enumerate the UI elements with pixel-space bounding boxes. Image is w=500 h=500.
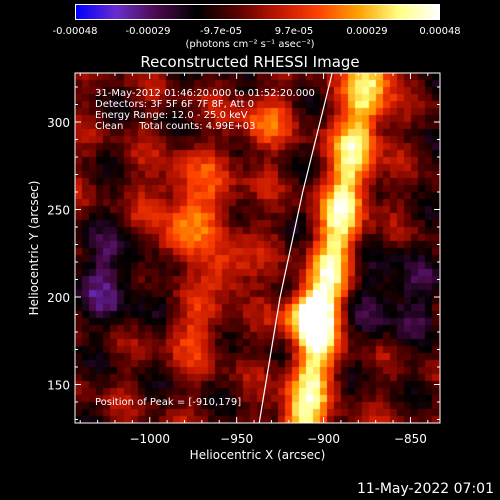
rhessi-heatmap — [75, 73, 440, 423]
date-stamp: 11-May-2022 07:01 — [356, 481, 494, 497]
colorbar-tick-label: -9.7e-05 — [200, 26, 242, 37]
y-tick-label: 300 — [47, 116, 70, 130]
x-tick-label: −850 — [394, 432, 427, 446]
peak-position-label: Position of Peak = [-910,179] — [95, 397, 242, 408]
x-axis-label: Heliocentric X (arcsec) — [189, 448, 326, 462]
x-tick-label: −1000 — [129, 432, 170, 446]
solar-limb-curve — [258, 72, 333, 424]
plot-border — [74, 72, 441, 424]
y-tick-label: 150 — [47, 379, 70, 393]
colorbar — [75, 4, 440, 20]
x-tick-label: −950 — [220, 432, 253, 446]
info-clean-counts: Clean Total counts: 4.99E+03 — [95, 121, 256, 132]
colorbar-tick-label: -0.00048 — [52, 26, 98, 37]
info-time-range: 31-May-2012 01:46:20.000 to 01:52:20.000 — [95, 88, 315, 99]
colorbar-tick-label: 9.7e-05 — [274, 26, 314, 37]
plot-area — [75, 73, 440, 423]
info-energy-range: Energy Range: 12.0 - 25.0 keV — [95, 110, 248, 121]
colorbar-units: (photons cm⁻² s⁻¹ asec⁻²) — [185, 39, 315, 50]
colorbar-tick-label: 0.00029 — [346, 26, 388, 37]
y-axis-label: Heliocentric Y (arcsec) — [27, 180, 41, 316]
colorbar-tick-label: -0.00029 — [125, 26, 171, 37]
x-tick-label: −900 — [307, 432, 340, 446]
chart-title: Reconstructed RHESSI Image — [140, 53, 360, 71]
info-detectors: Detectors: 3F 5F 6F 7F 8F, Att 0 — [95, 99, 255, 110]
y-tick-label: 200 — [47, 291, 70, 305]
y-tick-label: 250 — [47, 204, 70, 218]
colorbar-tick-label: 0.00048 — [419, 26, 461, 37]
